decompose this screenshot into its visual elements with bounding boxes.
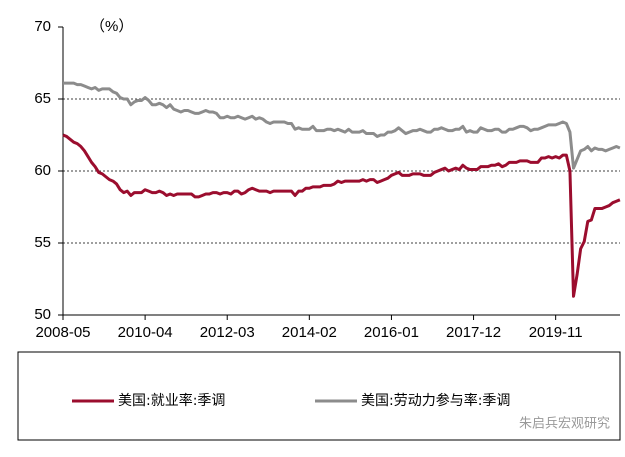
x-tick-label: 2008-05 [35, 324, 90, 341]
series-line [63, 81, 621, 170]
legend-box [17, 351, 621, 441]
y-tick-label: 70 [34, 18, 51, 35]
x-tick-label: 2014-02 [282, 324, 337, 341]
y-tick-label: 65 [34, 90, 51, 107]
watermark: 朱启兵宏观研究 [519, 415, 610, 430]
legend-label: 美国:就业率:季调 [118, 392, 225, 409]
x-tick-label: 2016-01 [364, 324, 419, 341]
legend-label: 美国:劳动力参与率:季调 [361, 392, 510, 409]
series-line [62, 133, 621, 298]
y-unit: （%） [90, 18, 133, 35]
x-tick-label: 2017-12 [446, 324, 501, 341]
y-tick-label: 55 [34, 234, 51, 251]
x-tick-label: 2012-03 [200, 324, 255, 341]
y-tick-label: 60 [34, 162, 51, 179]
x-tick-label: 2010-04 [118, 324, 173, 341]
x-tick-label: 2019-11 [529, 324, 583, 341]
y-tick-label: 50 [34, 306, 51, 323]
